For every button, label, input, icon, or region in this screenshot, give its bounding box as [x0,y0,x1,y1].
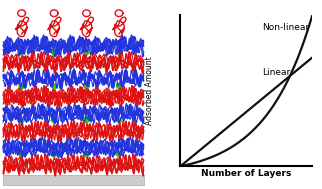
FancyArrow shape [17,83,26,91]
Text: Non-linear: Non-linear [262,23,309,32]
FancyArrow shape [50,83,58,91]
FancyArrow shape [115,151,123,159]
Text: Adsorbed Amount: Adsorbed Amount [146,56,155,125]
FancyArrow shape [50,151,58,159]
Bar [3,175,144,185]
FancyArrow shape [115,83,123,91]
FancyArrow shape [115,117,123,125]
FancyArrow shape [82,117,91,125]
X-axis label: Number of Layers: Number of Layers [201,169,291,178]
FancyArrow shape [17,49,26,57]
FancyArrow shape [82,49,91,57]
FancyArrow shape [115,49,123,57]
FancyArrow shape [82,83,91,91]
FancyArrow shape [17,117,26,125]
FancyArrow shape [82,151,91,159]
FancyArrow shape [50,117,58,125]
Text: Linear: Linear [262,68,290,77]
FancyArrow shape [17,151,26,159]
FancyArrow shape [50,49,58,57]
